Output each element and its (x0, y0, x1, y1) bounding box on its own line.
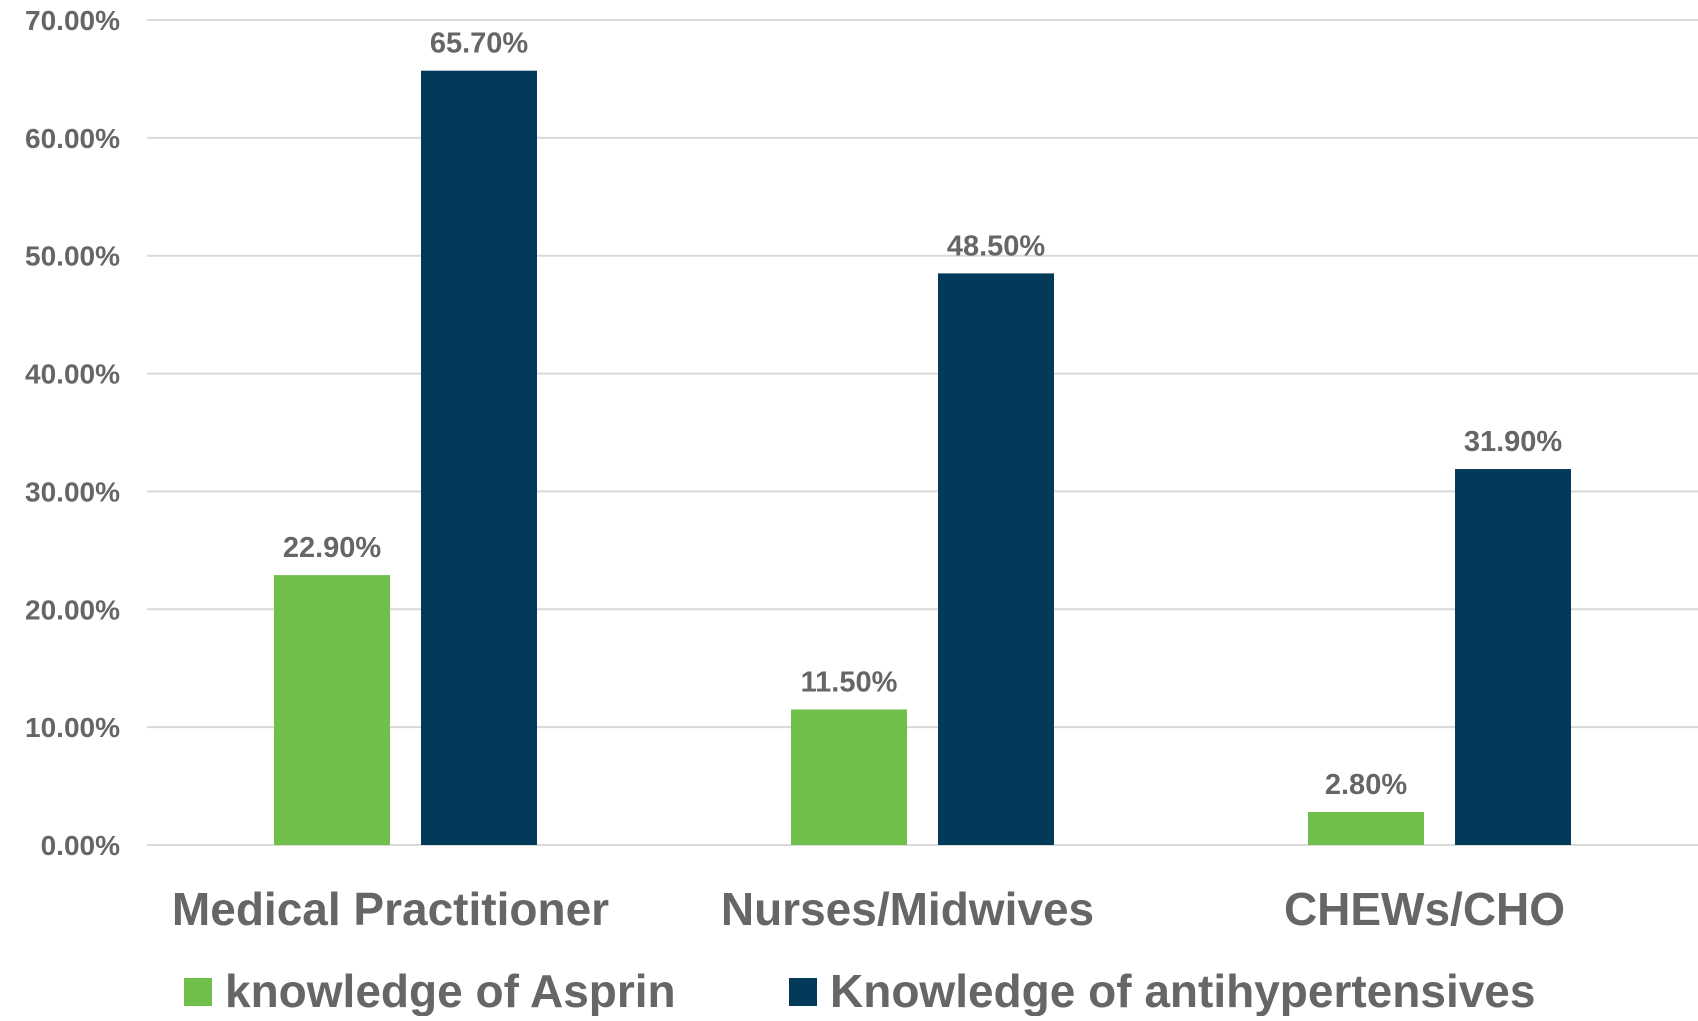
legend-label-0: knowledge of Asprin (225, 965, 676, 1016)
bars (274, 70, 1571, 846)
bar-series-1-0 (421, 70, 537, 845)
data-labels: 22.90% 65.70% 11.50% 48.50% 2.80% 31.90% (283, 28, 1563, 801)
y-tick-label: 20.00% (25, 594, 120, 625)
legend-swatch-0 (184, 978, 212, 1006)
legend-swatch-1 (789, 978, 817, 1006)
legend: knowledge of Asprin Knowledge of antihype… (184, 965, 1535, 1017)
bar-series-0-0 (274, 575, 390, 845)
data-label-series-0-0: 22.90% (283, 532, 382, 564)
category-label-1: Nurses/Midwives (721, 883, 1094, 935)
y-tick-label: 10.00% (25, 712, 120, 743)
y-tick-label: 40.00% (25, 359, 120, 390)
category-label-2: CHEWs/CHO (1284, 883, 1565, 935)
bar-series-0-2 (1308, 812, 1424, 845)
y-tick-label: 50.00% (25, 241, 120, 272)
y-tick-label: 0.00% (41, 830, 120, 861)
data-label-series-1-1: 48.50% (947, 230, 1046, 262)
y-tick-label: 30.00% (25, 476, 120, 507)
data-label-series-0-2: 2.80% (1325, 769, 1407, 801)
y-axis-tick-labels: 0.00% 10.00% 20.00% 30.00% 40.00% 50.00% 60.00… (25, 5, 120, 861)
data-label-series-0-1: 11.50% (801, 666, 898, 698)
bar-series-1-1 (938, 273, 1054, 846)
gridlines (147, 19, 1698, 846)
data-label-series-1-2: 31.90% (1464, 426, 1563, 458)
legend-label-1: Knowledge of antihypertensives (830, 965, 1535, 1016)
x-axis-category-labels: Medical Practitioner Nurses/Midwives CHEWs… (172, 883, 1565, 935)
y-tick-label: 70.00% (25, 5, 120, 36)
category-label-0: Medical Practitioner (172, 883, 609, 935)
y-tick-label: 60.00% (25, 123, 120, 154)
bar-series-0-1 (791, 709, 907, 845)
bar-series-1-2 (1455, 469, 1571, 845)
data-label-series-1-0: 65.70% (430, 28, 529, 60)
